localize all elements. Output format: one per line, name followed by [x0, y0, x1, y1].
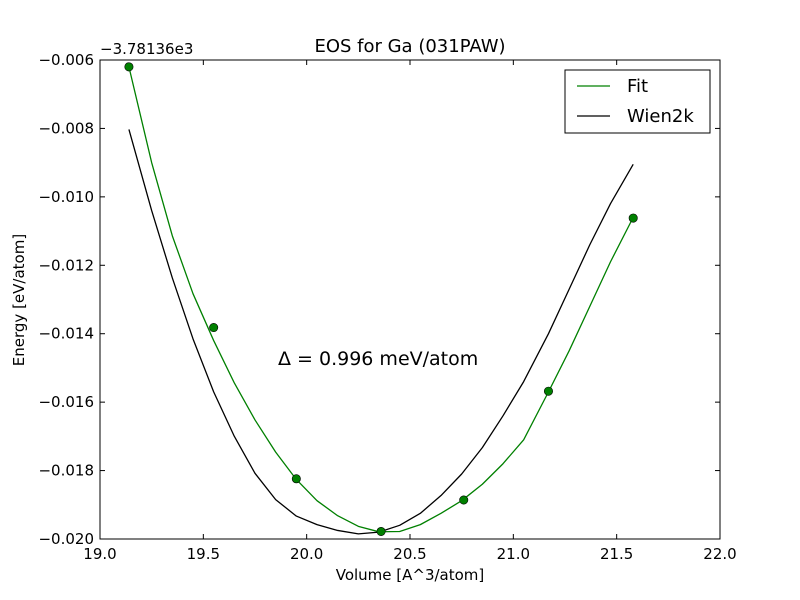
data-point	[209, 323, 219, 333]
legend-fit-label: Fit	[627, 76, 648, 97]
data-point	[376, 526, 386, 536]
series-layer	[124, 62, 638, 536]
data-point	[124, 62, 134, 72]
data-point	[459, 495, 469, 505]
delta-annotation: Δ = 0.996 meV/atom	[278, 348, 478, 370]
legend-wien2k-label: Wien2k	[627, 106, 694, 127]
y-tick-label: −0.010	[38, 188, 94, 206]
x-tick-label: 19.5	[187, 545, 220, 563]
y-axis-label: Energy [eV/atom]	[10, 234, 28, 366]
x-axis-label: Volume [A^3/atom]	[336, 566, 485, 584]
data-point	[628, 213, 638, 223]
y-offset-label: −3.78136e3	[100, 40, 193, 58]
y-tick-label: −0.006	[38, 51, 94, 69]
data-point	[543, 386, 553, 396]
x-tick-label: 22.0	[703, 545, 736, 563]
y-tick-label: −0.020	[38, 530, 94, 548]
x-tick-label: 21.0	[497, 545, 530, 563]
data-point	[291, 474, 301, 484]
y-tick-label: −0.016	[38, 393, 94, 411]
y-tick-label: −0.018	[38, 462, 94, 480]
plot-frame	[99, 59, 721, 540]
y-tick-label: −0.012	[38, 256, 94, 274]
x-tick-label: 20.0	[290, 545, 323, 563]
x-tick-label: 19.0	[83, 545, 116, 563]
ticks-layer: 19.0 19.5 20.0 20.5 21.0 21.5 22.0 −0.020 −0.018…	[38, 51, 736, 563]
x-tick-label: 20.5	[393, 545, 426, 563]
chart-title: EOS for Ga (031PAW)	[314, 36, 505, 57]
plot-area	[100, 60, 720, 539]
y-tick-label: −0.014	[38, 325, 94, 343]
y-tick-label: −0.008	[38, 119, 94, 137]
legend: Fit Wien2k	[564, 69, 711, 134]
legend-box	[564, 69, 711, 134]
x-tick-label: 21.5	[600, 545, 633, 563]
